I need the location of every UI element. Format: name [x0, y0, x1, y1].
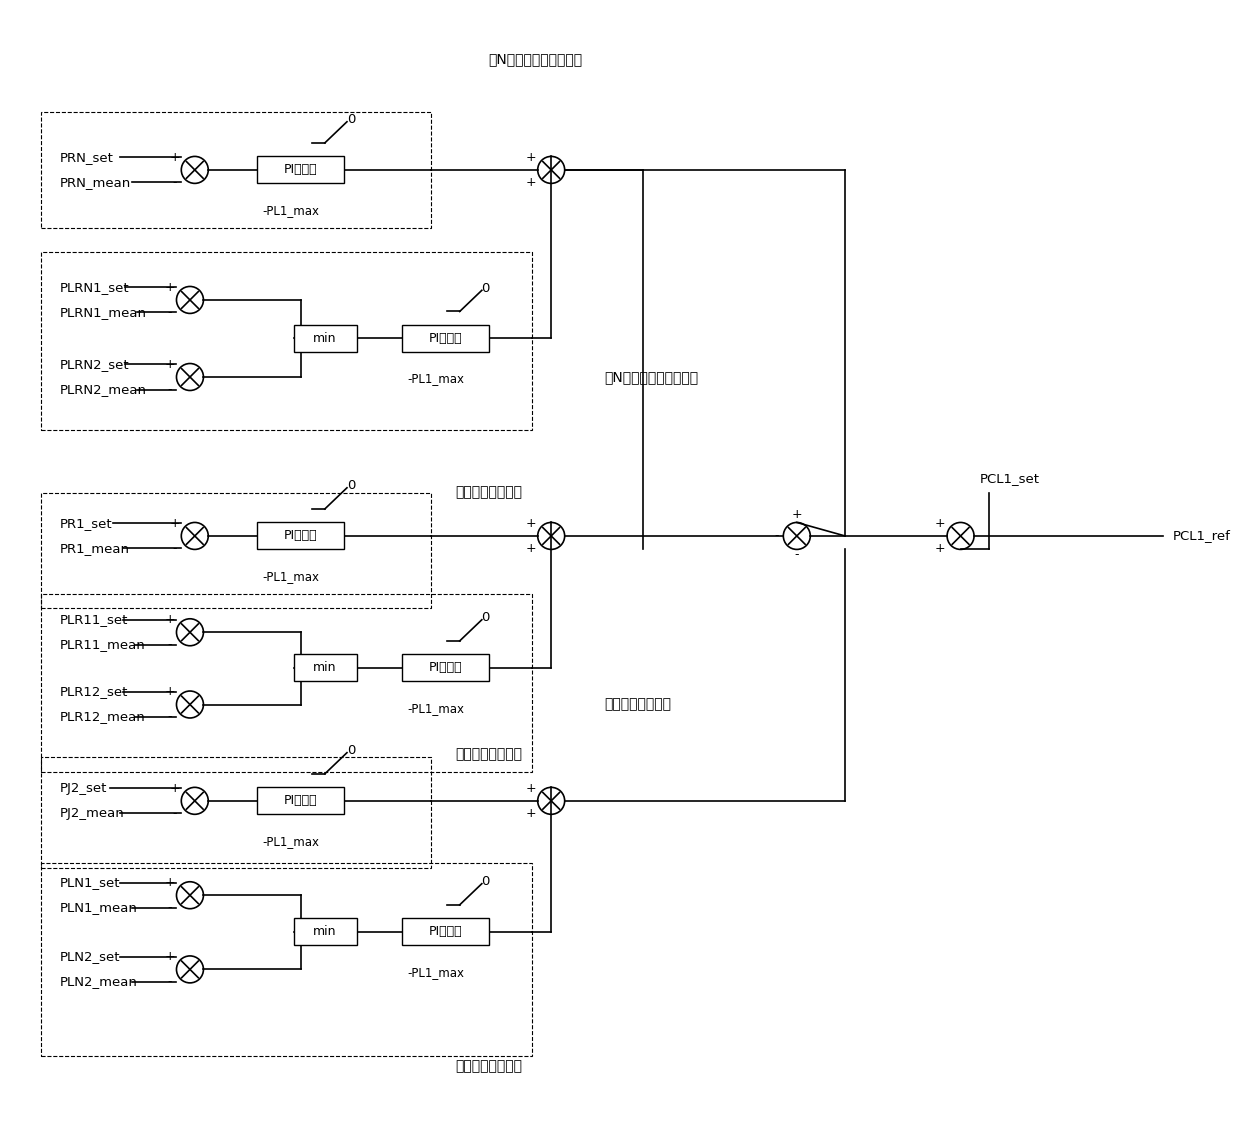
- Text: PRN_mean: PRN_mean: [60, 176, 131, 189]
- Text: -PL1_max: -PL1_max: [263, 204, 320, 216]
- Bar: [258, 157, 343, 184]
- Text: -PL1_max: -PL1_max: [407, 372, 464, 386]
- Text: PJ2_mean: PJ2_mean: [60, 807, 125, 819]
- Text: PI控制器: PI控制器: [284, 164, 317, 176]
- Text: -PL1_max: -PL1_max: [407, 702, 464, 715]
- Text: -: -: [167, 638, 172, 651]
- Text: 远端断面潮流控制: 远端断面潮流控制: [455, 485, 522, 500]
- Text: -: -: [172, 176, 177, 189]
- Text: PCL1_set: PCL1_set: [980, 472, 1040, 484]
- Text: -: -: [167, 306, 172, 319]
- Bar: [402, 325, 489, 352]
- Bar: [41, 112, 430, 228]
- Text: 远端线路潮流控制: 远端线路潮流控制: [604, 697, 671, 712]
- Bar: [294, 325, 357, 352]
- Text: +: +: [169, 781, 180, 795]
- Text: +: +: [169, 517, 180, 530]
- Text: PLR11_set: PLR11_set: [60, 613, 128, 627]
- Text: +: +: [526, 781, 536, 795]
- Text: -PL1_max: -PL1_max: [263, 569, 320, 583]
- Bar: [294, 655, 357, 682]
- Text: PLRN1_set: PLRN1_set: [60, 281, 129, 294]
- Text: PLRN1_mean: PLRN1_mean: [60, 306, 146, 319]
- Bar: [41, 863, 532, 1056]
- Text: +: +: [935, 517, 946, 530]
- Text: PI控制器: PI控制器: [284, 795, 317, 807]
- Text: PLR11_mean: PLR11_mean: [60, 638, 145, 651]
- Text: 近端断面潮流控制: 近端断面潮流控制: [455, 748, 522, 761]
- Text: -: -: [774, 529, 779, 543]
- Text: +: +: [165, 685, 175, 698]
- Bar: [402, 655, 489, 682]
- Text: 0: 0: [347, 480, 355, 492]
- Bar: [41, 594, 532, 772]
- Text: +: +: [526, 517, 536, 530]
- Text: PR1_set: PR1_set: [60, 517, 113, 530]
- Text: +: +: [165, 951, 175, 963]
- Bar: [402, 918, 489, 945]
- Text: +: +: [526, 541, 536, 555]
- Text: 第N个远端线路潮流控制: 第N个远端线路潮流控制: [604, 370, 698, 385]
- Text: PI控制器: PI控制器: [284, 529, 317, 543]
- Bar: [41, 758, 430, 869]
- Text: +: +: [526, 176, 536, 189]
- Text: PRN_set: PRN_set: [60, 151, 114, 164]
- Bar: [258, 522, 343, 549]
- Text: min: min: [312, 661, 336, 675]
- Text: -: -: [167, 383, 172, 396]
- Text: 0: 0: [481, 611, 490, 624]
- Text: 近端线路潮流控制: 近端线路潮流控制: [455, 1058, 522, 1073]
- Text: -PL1_max: -PL1_max: [407, 966, 464, 979]
- Text: -PL1_max: -PL1_max: [263, 835, 320, 847]
- Text: +: +: [526, 807, 536, 819]
- Text: -: -: [167, 901, 172, 915]
- Text: PJ2_set: PJ2_set: [60, 781, 108, 795]
- Text: 0: 0: [481, 876, 490, 888]
- Text: PLR12_set: PLR12_set: [60, 685, 128, 698]
- Text: 0: 0: [347, 744, 355, 758]
- Text: min: min: [312, 332, 336, 345]
- Text: PLN1_set: PLN1_set: [60, 877, 120, 889]
- Text: +: +: [165, 613, 175, 627]
- Text: PLRN2_set: PLRN2_set: [60, 358, 129, 371]
- Text: -: -: [172, 807, 177, 819]
- Text: 第N个远端断面潮流控制: 第N个远端断面潮流控制: [489, 52, 583, 66]
- Text: min: min: [312, 925, 336, 938]
- Text: PI控制器: PI控制器: [428, 925, 463, 938]
- Bar: [41, 252, 532, 430]
- Text: PLN2_mean: PLN2_mean: [60, 975, 138, 989]
- Text: +: +: [935, 541, 946, 555]
- Text: 0: 0: [347, 113, 355, 127]
- Text: +: +: [165, 877, 175, 889]
- Bar: [41, 492, 430, 609]
- Text: -: -: [167, 711, 172, 723]
- Bar: [258, 787, 343, 814]
- Text: PLN2_set: PLN2_set: [60, 951, 120, 963]
- Bar: [294, 918, 357, 945]
- Text: +: +: [169, 151, 180, 164]
- Text: PR1_mean: PR1_mean: [60, 541, 130, 555]
- Text: PLN1_mean: PLN1_mean: [60, 901, 138, 915]
- Text: PCL1_ref: PCL1_ref: [1173, 529, 1230, 543]
- Text: PI控制器: PI控制器: [428, 661, 463, 675]
- Text: -: -: [795, 548, 799, 560]
- Text: PLR12_mean: PLR12_mean: [60, 711, 145, 723]
- Text: +: +: [791, 508, 802, 521]
- Text: -: -: [167, 975, 172, 989]
- Text: +: +: [165, 358, 175, 371]
- Text: 0: 0: [481, 281, 490, 295]
- Text: PI控制器: PI控制器: [428, 332, 463, 345]
- Text: +: +: [526, 151, 536, 164]
- Text: +: +: [165, 281, 175, 294]
- Text: PLRN2_mean: PLRN2_mean: [60, 383, 146, 396]
- Text: -: -: [172, 541, 177, 555]
